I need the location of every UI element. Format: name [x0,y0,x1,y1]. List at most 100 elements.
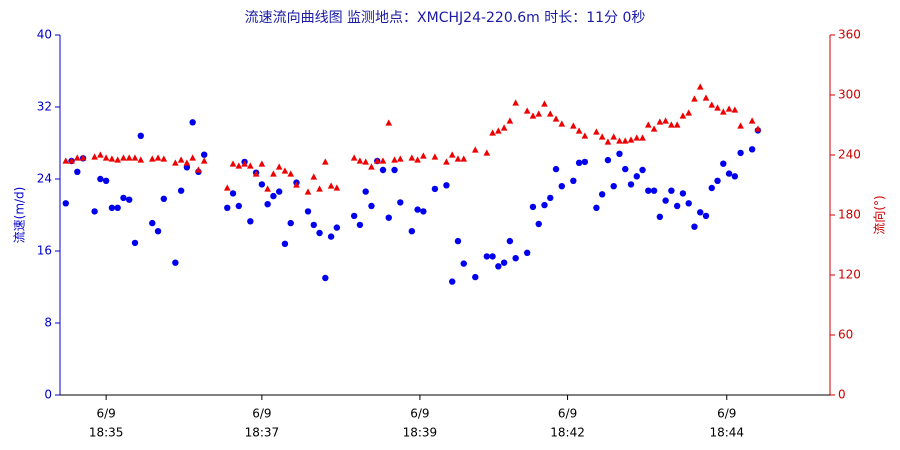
point [131,239,139,247]
point [731,173,739,180]
point [420,208,427,215]
point [570,122,577,129]
point [160,155,168,162]
point [668,187,675,194]
point [293,181,300,188]
point [604,156,612,164]
x-tick-label: 6/9 [96,407,115,421]
point [489,129,496,136]
point [702,212,710,220]
point [258,181,266,188]
point [720,160,727,167]
point [575,159,583,166]
point [333,224,341,231]
point [679,112,687,119]
point [379,166,387,174]
point [350,212,358,220]
point [154,154,162,161]
point [304,208,312,215]
y2-tick-label: 120 [838,268,861,282]
point [264,201,271,208]
point [650,187,658,194]
point [322,158,329,165]
point [154,228,162,235]
point [535,220,542,228]
point [471,146,479,153]
point [708,101,716,108]
point [748,117,756,124]
point [125,154,133,161]
point [685,200,692,207]
point [356,157,364,164]
point [621,137,629,144]
point [287,219,294,227]
point [223,184,231,191]
point [414,156,421,163]
point [558,183,565,190]
point [189,119,196,126]
point [541,201,548,209]
point [443,158,450,165]
point [754,125,762,132]
point [696,83,704,90]
point [639,166,646,174]
point [633,134,641,141]
point [200,157,208,164]
point [512,99,519,106]
point [108,204,116,211]
point [62,200,69,207]
point [581,132,589,139]
point [656,118,664,125]
point [270,170,277,177]
point [200,151,208,158]
point [316,185,323,192]
point [541,100,548,107]
point [472,273,479,281]
point [322,274,329,282]
point [108,155,116,162]
point [483,253,491,260]
point [668,121,675,128]
point [391,156,398,163]
point [177,187,185,194]
point [725,105,733,112]
point [639,134,646,141]
point [523,107,531,114]
point [662,117,669,124]
point [229,190,237,197]
point [506,237,514,245]
point [183,164,191,171]
point [633,173,640,180]
x-tick-label: 18:44 [709,426,744,440]
point [195,166,202,173]
point [610,133,618,140]
point [610,183,617,190]
point [310,221,317,229]
point [304,188,312,195]
point [454,155,462,162]
point [258,160,266,167]
point [270,192,277,200]
point [616,150,623,157]
point [714,104,721,111]
point [137,156,145,163]
point [397,199,404,206]
point [235,202,243,210]
point [316,229,323,237]
chart-title: 流速流向曲线图 监测地点：XMCHJ24-220.6m 时长：11分 0秒 [245,10,646,26]
y-tick-label: 0 [44,388,52,402]
point [120,154,127,161]
point [454,237,462,245]
point [247,218,254,225]
point [489,253,496,260]
point [252,170,260,177]
point [552,165,560,173]
point [229,160,237,167]
point [512,255,519,262]
point [177,156,185,163]
x-tick-label: 6/9 [717,407,736,421]
y-tick-label: 40 [37,28,52,42]
point [68,157,75,164]
point [385,214,392,221]
point [62,157,70,164]
